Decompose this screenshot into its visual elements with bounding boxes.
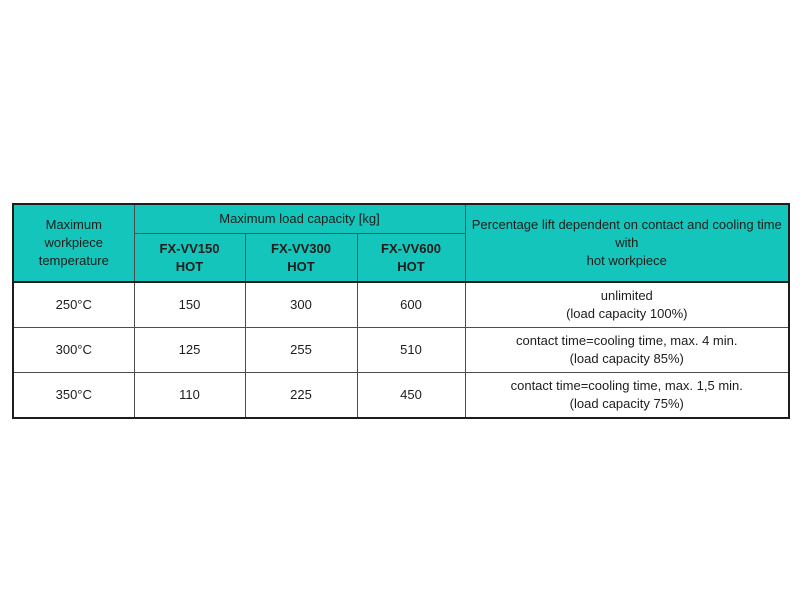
note-line2: (load capacity 75%) (569, 396, 684, 411)
model-variant: HOT (287, 258, 315, 274)
note-line2: (load capacity 85%) (569, 351, 684, 366)
cell-capacity-fx150: 150 (133, 281, 246, 328)
header-cell-workpiece-temperature: Maximum workpiece temperature (12, 203, 135, 283)
note-line1: contact time=cooling time, max. 1,5 min. (510, 378, 743, 393)
cell-temperature: 350°C (12, 372, 135, 419)
note-line1: contact time=cooling time, max. 4 min. (516, 333, 738, 348)
header-cell-model-fx-vv150: FX-VV150 HOT (133, 233, 246, 283)
cell-percentage-note: contact time=cooling time, max. 1,5 min.… (464, 372, 790, 419)
cell-capacity-fx300: 300 (244, 281, 358, 328)
model-variant: HOT (397, 258, 425, 274)
cell-capacity-fx600: 450 (356, 372, 466, 419)
cell-temperature: 250°C (12, 281, 135, 328)
workpiece-header-line1: Maximum workpiece (44, 217, 104, 250)
header-row-models: FX-VV150 HOT FX-VV300 HOT FX-VV600 HOT (13, 233, 789, 283)
table-row-350c: 350°C 110 225 450 contact time=cooling t… (12, 372, 790, 419)
model-name: FX-VV600 (381, 240, 441, 256)
cell-capacity-fx600: 510 (356, 327, 466, 373)
model-variant: HOT (175, 258, 204, 274)
cell-percentage-note: unlimited (load capacity 100%) (464, 281, 790, 328)
load-capacity-table: Maximum workpiece temperature Maximum lo… (12, 203, 791, 419)
header-cell-load-capacity-group: Maximum load capacity [kg] (133, 203, 466, 234)
model-name: FX-VV300 (271, 240, 331, 256)
header-cell-percentage-lift: Percentage lift dependent on contact and… (464, 203, 790, 283)
cell-percentage-note: contact time=cooling time, max. 4 min. (… (464, 327, 790, 373)
cell-temperature: 300°C (12, 327, 135, 373)
header-cell-model-fx-vv600: FX-VV600 HOT (356, 233, 466, 283)
header-cell-model-fx-vv300: FX-VV300 HOT (244, 233, 358, 283)
cell-capacity-fx300: 255 (244, 327, 358, 373)
note-line1: unlimited (600, 288, 653, 303)
cell-capacity-fx150: 125 (133, 327, 246, 373)
cell-capacity-fx300: 225 (244, 372, 358, 419)
percentage-header-line2: hot workpiece (586, 253, 667, 268)
header-row-group: Maximum workpiece temperature Maximum lo… (12, 203, 790, 283)
percentage-header-line1: Percentage lift dependent on contact and… (471, 217, 782, 250)
table-row-250c: 250°C 150 300 600 unlimited (load capaci… (12, 281, 790, 328)
workpiece-header-line2: temperature (38, 253, 109, 268)
model-name: FX-VV150 (159, 240, 220, 256)
cell-capacity-fx150: 110 (133, 372, 246, 419)
note-line2: (load capacity 100%) (566, 306, 688, 321)
table-row-300c: 300°C 125 255 510 contact time=cooling t… (12, 327, 790, 373)
cell-capacity-fx600: 600 (356, 281, 466, 328)
